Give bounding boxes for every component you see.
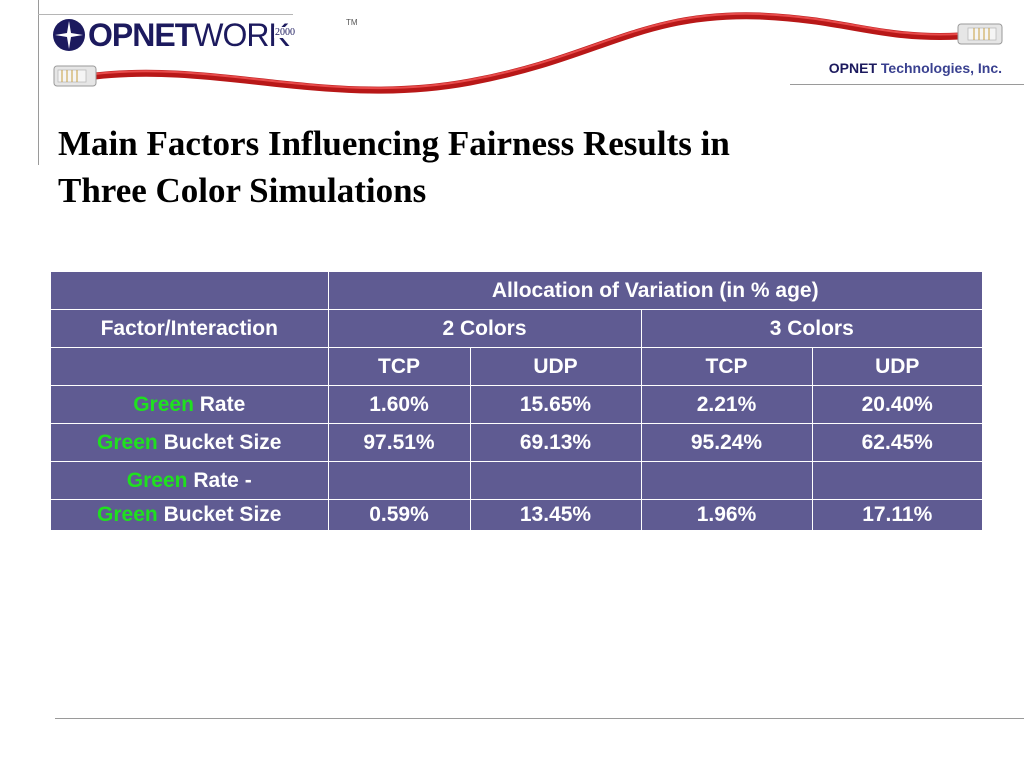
star-burst-icon: [53, 19, 85, 51]
slide-title-line1: Main Factors Influencing Fairness Result…: [58, 124, 730, 163]
table-cell-empty: [327, 461, 471, 500]
top-rule: [38, 14, 293, 15]
company-name: OPNET Technologies, Inc.: [829, 60, 1002, 76]
row-label-text: Bucket Size: [163, 431, 282, 454]
table-cell-empty: [811, 461, 982, 500]
table-cell: 0.59%: [327, 499, 471, 530]
opnetwork-logo: OP NET WORK 2000 TM: [52, 16, 358, 53]
table-row: Green Rate 1.60% 15.65% 2.21% 20.40%: [51, 385, 982, 424]
company-brand: OPNET: [828, 60, 878, 76]
row-label: Green Bucket Size: [51, 423, 329, 462]
logo-op: OP: [88, 16, 133, 53]
company-rule: [790, 84, 1024, 85]
group-header-2-colors: 2 Colors: [327, 309, 642, 348]
row-label: Green Rate: [51, 385, 329, 424]
table-row: Allocation of Variation (in % age): [51, 272, 982, 310]
table-cell: 1.96%: [640, 499, 813, 530]
footer-rule: [55, 718, 1024, 719]
subcol-header: TCP: [640, 347, 813, 386]
green-word: Green: [97, 503, 158, 526]
table-cell-empty: [51, 347, 329, 386]
group-header-3-colors: 3 Colors: [640, 309, 982, 348]
green-word: Green: [97, 431, 158, 454]
rj45-plug-left-icon: [53, 65, 97, 87]
table-cell: 69.13%: [469, 423, 642, 462]
table-super-header: Allocation of Variation (in % age): [327, 272, 982, 310]
row-label-text: Rate -: [193, 469, 252, 492]
green-word: Green: [126, 469, 188, 492]
table-cell-empty: [469, 461, 642, 500]
logo-work: WORK: [193, 16, 290, 53]
subcol-header: UDP: [811, 347, 982, 386]
subcol-header: UDP: [469, 347, 642, 386]
table-cell: 95.24%: [640, 423, 813, 462]
table-cell: 20.40%: [811, 385, 982, 424]
factor-column-header: Factor/Interaction: [51, 309, 329, 348]
table-row: Green Bucket Size 97.51% 69.13% 95.24% 6…: [51, 423, 982, 462]
table-cell: 62.45%: [811, 423, 982, 462]
row-label: Green Rate -: [51, 461, 329, 500]
table-cell: 15.65%: [469, 385, 642, 424]
rj45-plug-right-icon: [957, 23, 1003, 45]
logo-net: NET: [132, 16, 194, 53]
slide-title-line2: Three Color Simulations: [58, 171, 427, 210]
row-label-text: Rate: [199, 393, 246, 416]
table-row: Factor/Interaction 2 Colors 3 Colors: [51, 309, 982, 348]
table-row: Green Bucket Size 0.59% 13.45% 1.96% 17.…: [51, 499, 982, 530]
table-cell: 1.60%: [327, 385, 471, 424]
slide-title: Main Factors Influencing Fairness Result…: [58, 120, 878, 214]
row-label-text: Bucket Size: [163, 503, 282, 526]
company-suffix: Technologies, Inc.: [880, 60, 1002, 76]
table-row: Green Rate -: [51, 461, 982, 500]
table-cell: 2.21%: [640, 385, 813, 424]
table-row: TCP UDP TCP UDP: [51, 347, 982, 386]
table-cell: 97.51%: [327, 423, 471, 462]
table-cell: 13.45%: [469, 499, 642, 530]
left-rule: [38, 0, 39, 165]
table-cell-empty: [51, 272, 329, 310]
logo-year: 2000: [274, 27, 296, 38]
network-cable-graphic: [53, 12, 1003, 94]
allocation-table: Allocation of Variation (in % age) Facto…: [51, 272, 982, 530]
table-cell: 17.11%: [811, 499, 982, 530]
green-word: Green: [133, 393, 194, 416]
row-label: Green Bucket Size: [51, 499, 329, 530]
logo-trademark: TM: [346, 18, 358, 27]
subcol-header: TCP: [327, 347, 471, 386]
table-cell-empty: [640, 461, 813, 500]
